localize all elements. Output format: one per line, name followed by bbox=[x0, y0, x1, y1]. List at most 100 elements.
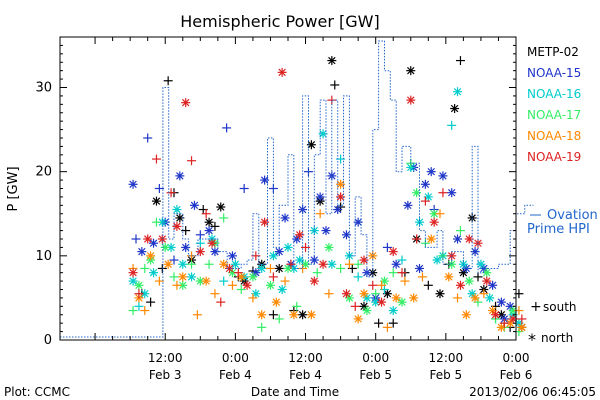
chart-title: Hemispheric Power [GW] bbox=[180, 12, 379, 31]
ovation-label-line2: Prime HPI bbox=[527, 222, 590, 237]
data-point bbox=[274, 247, 284, 257]
data-point bbox=[388, 318, 398, 328]
data-point bbox=[473, 272, 483, 282]
data-point bbox=[195, 276, 205, 286]
data-point bbox=[485, 293, 495, 303]
data-point bbox=[330, 80, 340, 90]
data-point bbox=[175, 171, 185, 181]
data-point bbox=[172, 221, 182, 231]
data-point bbox=[134, 301, 144, 311]
data-point bbox=[163, 76, 173, 86]
data-point bbox=[397, 268, 407, 278]
data-point bbox=[499, 318, 509, 328]
data-point bbox=[309, 255, 319, 265]
series-noaa-15 bbox=[128, 123, 515, 324]
data-point bbox=[409, 293, 419, 303]
data-point bbox=[426, 234, 436, 244]
data-point bbox=[327, 56, 337, 66]
data-point bbox=[265, 280, 275, 290]
legend-item-noaa-15: NOAA-15 bbox=[527, 66, 581, 80]
marker-legend-north-label: north bbox=[541, 331, 573, 345]
data-point bbox=[344, 259, 354, 269]
data-point bbox=[415, 263, 425, 273]
y-tick-label: 0 bbox=[44, 333, 52, 348]
data-point bbox=[368, 280, 378, 290]
data-point bbox=[204, 226, 214, 236]
data-point bbox=[447, 251, 457, 261]
data-point bbox=[298, 310, 308, 320]
data-point bbox=[318, 259, 328, 269]
series-noaa-19 bbox=[128, 67, 527, 328]
data-point bbox=[178, 272, 188, 282]
data-point bbox=[268, 272, 278, 282]
data-point bbox=[453, 234, 463, 244]
data-point bbox=[420, 196, 430, 206]
data-point bbox=[187, 272, 197, 282]
data-point bbox=[151, 217, 161, 227]
footer-right: 2013/02/06 06:45:05 bbox=[469, 385, 596, 399]
data-point bbox=[195, 230, 205, 240]
data-point bbox=[420, 179, 430, 189]
data-point bbox=[271, 297, 281, 307]
data-point bbox=[181, 242, 191, 252]
data-point bbox=[227, 251, 237, 261]
data-point bbox=[391, 259, 401, 269]
x-tick-label-time: 12:00 bbox=[429, 351, 464, 365]
data-point bbox=[283, 242, 293, 252]
data-point bbox=[257, 322, 267, 332]
data-point bbox=[251, 268, 261, 278]
legend-item-noaa-19: NOAA-19 bbox=[527, 150, 581, 164]
data-point bbox=[149, 268, 159, 278]
data-point bbox=[201, 276, 211, 286]
data-point bbox=[435, 209, 445, 219]
data-point bbox=[274, 314, 284, 324]
data-point bbox=[496, 297, 506, 307]
data-point bbox=[482, 268, 492, 278]
data-point bbox=[438, 188, 448, 198]
data-point bbox=[260, 217, 270, 227]
data-point bbox=[140, 263, 150, 273]
data-point bbox=[242, 280, 252, 290]
data-point bbox=[166, 188, 176, 198]
data-point bbox=[219, 259, 229, 269]
data-point bbox=[309, 276, 319, 286]
legend-item-noaa-17: NOAA-17 bbox=[527, 108, 581, 122]
data-point bbox=[359, 301, 369, 311]
data-point bbox=[447, 188, 457, 198]
data-point bbox=[137, 247, 147, 257]
data-point bbox=[292, 301, 302, 311]
x-tick-label-day: Feb 3 bbox=[149, 368, 182, 382]
legend-item-noaa-18: NOAA-18 bbox=[527, 129, 581, 143]
data-point bbox=[201, 209, 211, 219]
data-point bbox=[327, 95, 337, 105]
data-point bbox=[388, 247, 398, 257]
data-point bbox=[195, 238, 205, 248]
data-point bbox=[210, 289, 220, 299]
data-point bbox=[222, 123, 232, 133]
data-point bbox=[131, 234, 141, 244]
data-point bbox=[426, 167, 436, 177]
data-point bbox=[435, 289, 445, 299]
data-point bbox=[491, 310, 501, 320]
data-point bbox=[239, 184, 249, 193]
data-point bbox=[128, 179, 138, 189]
data-point bbox=[315, 209, 325, 219]
data-point bbox=[192, 310, 202, 320]
data-point bbox=[415, 217, 425, 227]
marker-legend: + south * north bbox=[528, 299, 577, 349]
data-point bbox=[473, 238, 483, 248]
data-point bbox=[134, 289, 144, 299]
data-point bbox=[470, 293, 480, 303]
data-point bbox=[371, 289, 381, 299]
data-point bbox=[476, 259, 486, 269]
data-point bbox=[257, 310, 267, 320]
data-point bbox=[341, 289, 351, 299]
data-point bbox=[260, 175, 270, 185]
data-point bbox=[301, 242, 311, 252]
data-point bbox=[482, 276, 492, 286]
x-tick-label-time: 12:00 bbox=[288, 351, 323, 365]
data-point bbox=[128, 306, 138, 316]
y-axis: 0 10 20 30 bbox=[35, 36, 516, 348]
data-point bbox=[496, 322, 506, 332]
